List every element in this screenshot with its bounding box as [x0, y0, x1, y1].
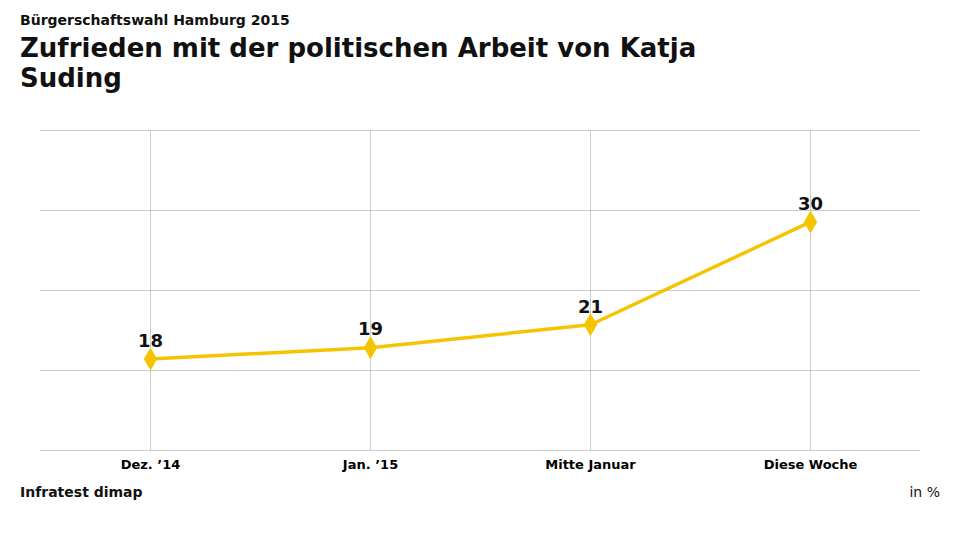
- svg-text:18: 18: [138, 330, 163, 351]
- html-text:in %: in %: [909, 483, 940, 500]
- svg-text:30: 30: [798, 192, 823, 213]
- html-text:Bürgerschaftswahl Hamburg 2015: Bürgerschaftswahl Hamburg 2015: [20, 12, 290, 28]
- svg-text:21: 21: [578, 295, 603, 316]
- svg-text:Dez. ’14: Dez. ’14: [121, 457, 181, 472]
- html-text:Infratest dimap: Infratest dimap: [20, 483, 143, 500]
- html-text:Suding: Suding: [20, 62, 122, 93]
- svg-text:Jan. ’15: Jan. ’15: [342, 457, 398, 472]
- svg-text:Mitte Januar: Mitte Januar: [545, 457, 636, 472]
- svg-text:Diese Woche: Diese Woche: [764, 457, 858, 472]
- svg-text:19: 19: [358, 318, 383, 339]
- html-text:Zufrieden mit der politischen: Zufrieden mit der politischen Arbeit von…: [20, 33, 697, 63]
